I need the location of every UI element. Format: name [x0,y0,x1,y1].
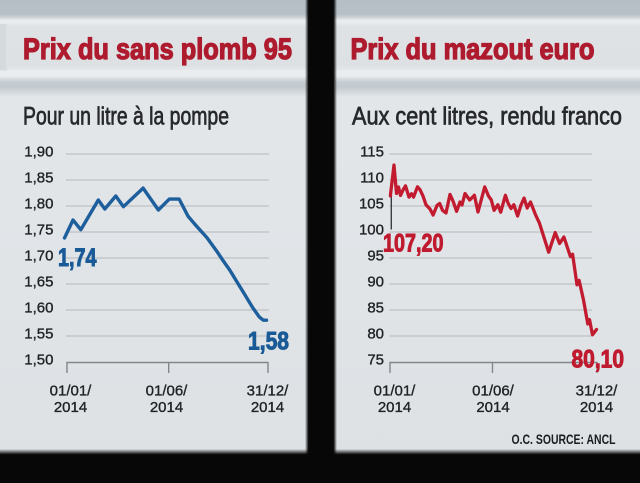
svg-text:2014: 2014 [580,399,613,416]
svg-text:Prix du sans plomb 95: Prix du sans plomb 95 [23,33,292,66]
svg-text:01/06/: 01/06/ [472,383,515,400]
svg-text:75: 75 [367,352,384,369]
svg-text:1,80: 1,80 [24,196,53,213]
svg-text:1,90: 1,90 [24,144,53,161]
svg-text:1,65: 1,65 [24,274,53,291]
svg-text:01/06/: 01/06/ [146,383,189,400]
svg-text:90: 90 [367,274,384,291]
svg-text:Aux cent litres, rendu franco: Aux cent litres, rendu franco [352,103,622,131]
svg-text:2014: 2014 [378,399,411,416]
svg-text:1,55: 1,55 [24,326,53,343]
svg-text:01/01/: 01/01/ [374,383,417,400]
svg-text:1,74: 1,74 [58,244,97,272]
svg-text:2014: 2014 [251,399,284,416]
svg-text:100: 100 [359,222,384,239]
svg-text:1,58: 1,58 [248,328,289,356]
svg-text:31/12/: 31/12/ [247,383,290,400]
svg-text:2014: 2014 [476,399,509,416]
svg-text:O.C. SOURCE: ANCL: O.C. SOURCE: ANCL [512,431,616,447]
svg-text:31/12/: 31/12/ [576,383,619,400]
svg-text:2014: 2014 [54,399,87,416]
svg-text:1,70: 1,70 [24,248,53,265]
svg-text:95: 95 [367,248,384,265]
svg-text:1,60: 1,60 [24,300,53,317]
svg-text:Pour un litre à la pompe: Pour un litre à la pompe [23,103,229,131]
svg-text:01/01/: 01/01/ [50,383,93,400]
svg-text:80: 80 [367,326,384,343]
svg-text:105: 105 [359,196,384,213]
svg-text:1,85: 1,85 [24,170,53,187]
svg-text:110: 110 [360,170,384,187]
svg-text:2014: 2014 [150,399,183,416]
svg-text:1,75: 1,75 [24,222,53,239]
svg-text:107,20: 107,20 [383,230,444,258]
svg-text:1,50: 1,50 [24,352,53,369]
svg-text:80,10: 80,10 [572,346,625,374]
svg-text:85: 85 [367,300,384,317]
svg-text:115: 115 [360,144,384,161]
svg-text:Prix du mazout euro: Prix du mazout euro [351,33,595,66]
